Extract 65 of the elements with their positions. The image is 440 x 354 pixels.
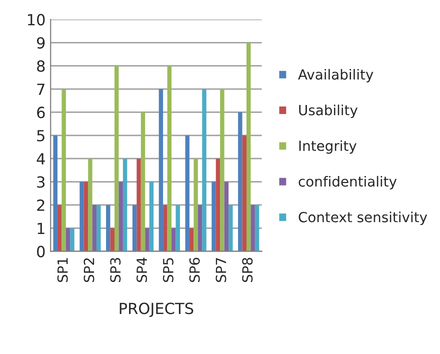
bar <box>145 228 150 252</box>
bar <box>140 112 146 252</box>
bar <box>62 89 66 252</box>
y-tick-label: 1 <box>38 222 44 234</box>
bar <box>198 204 202 252</box>
bar <box>158 89 164 252</box>
bar <box>194 158 198 252</box>
legend-label: Usability <box>299 104 358 118</box>
bar <box>250 204 255 252</box>
y-tick-label: 3 <box>37 176 45 188</box>
bar <box>70 228 74 252</box>
y-tick-label: 6 <box>37 106 45 118</box>
bar <box>149 182 154 252</box>
x-tick-label: SP3 <box>110 258 121 282</box>
bar <box>228 204 233 252</box>
bar <box>88 158 92 252</box>
bar <box>202 89 206 252</box>
bar <box>84 182 88 252</box>
x-tick-label: SP4 <box>136 258 148 282</box>
x-tick-label: SP5 <box>162 258 174 282</box>
bar <box>216 158 220 252</box>
bar <box>80 182 84 252</box>
bar <box>242 135 246 252</box>
legend-label: confidentiality <box>298 176 397 190</box>
bar <box>92 204 97 252</box>
legend-label: Availability <box>298 68 374 82</box>
bar <box>106 204 110 252</box>
bar <box>185 135 190 252</box>
bar <box>167 66 172 252</box>
bar <box>246 42 251 252</box>
bar <box>110 228 114 252</box>
x-tick-label: SP6 <box>189 258 200 282</box>
x-tick-label: SP2 <box>84 258 94 282</box>
bar <box>57 204 62 252</box>
bar <box>189 228 194 252</box>
y-tick-label: 0 <box>37 246 45 258</box>
y-tick-label: 5 <box>37 130 44 142</box>
x-tick-label: SP1 <box>57 258 68 282</box>
legend-label: Integrity <box>299 140 356 154</box>
bar <box>114 66 119 252</box>
bar <box>238 112 242 252</box>
bar <box>212 182 216 252</box>
x-tick-label: SP8 <box>242 258 253 282</box>
legend-label: Context sensitivity <box>298 212 428 226</box>
y-tick-label: 8 <box>37 60 45 72</box>
y-tick-label: 9 <box>36 37 45 49</box>
bar <box>224 182 229 252</box>
bar <box>163 204 168 252</box>
y-tick-label: 7 <box>37 84 44 95</box>
bar <box>122 158 128 252</box>
bar <box>220 89 224 252</box>
bar <box>96 204 101 252</box>
bar <box>132 204 137 252</box>
y-tick-label: 10 <box>28 14 45 26</box>
bar <box>66 228 70 252</box>
x-tick-label: SP7 <box>216 258 226 282</box>
y-tick-label: 2 <box>37 199 44 211</box>
bar <box>118 182 123 252</box>
x-axis-title: PROJECTS <box>120 302 194 318</box>
bar <box>172 228 176 252</box>
bar <box>136 158 141 252</box>
bar <box>53 135 58 252</box>
bar <box>254 204 260 252</box>
y-tick-label: 4 <box>36 153 45 164</box>
bar <box>176 204 180 252</box>
